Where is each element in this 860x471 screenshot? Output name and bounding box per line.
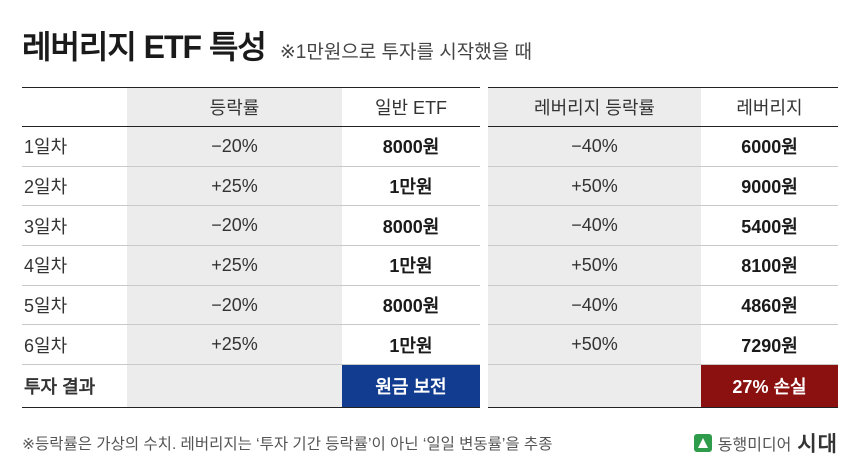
- table-row: 6일차 +25% 1만원: [22, 324, 480, 366]
- rate-cell: +50%: [488, 166, 701, 207]
- header-leverage-rate: 레버리지 등락률: [488, 87, 701, 127]
- day-label: 6일차: [22, 324, 127, 366]
- page-title: 레버리지 ETF 특성: [22, 29, 267, 65]
- rate-cell: −40%: [488, 126, 701, 167]
- table-row: −40% 4860원: [488, 285, 838, 326]
- header-day: [22, 87, 127, 127]
- value-cell: 7290원: [701, 324, 838, 366]
- brand-mark: 시대: [797, 433, 838, 456]
- regular-etf-table: 등락률 일반 ETF 1일차 −20% 8000원 2일차 +25% 1만원 3…: [22, 87, 480, 409]
- value-cell: 1만원: [342, 245, 480, 286]
- value-cell: 1만원: [342, 324, 480, 366]
- rate-cell: −20%: [127, 126, 342, 167]
- rate-cell: +25%: [127, 245, 342, 286]
- result-row: 투자 결과 원금 보전: [22, 364, 480, 409]
- table-row: 5일차 −20% 8000원: [22, 285, 480, 326]
- brand-logo: 동행미디어 시대: [693, 428, 838, 458]
- rate-cell: −40%: [488, 205, 701, 247]
- rate-cell: +50%: [488, 245, 701, 286]
- table-row: 4일차 +25% 1만원: [22, 245, 480, 286]
- rate-cell: −20%: [127, 285, 342, 326]
- day-label: 3일차: [22, 205, 127, 247]
- value-cell: 8100원: [701, 245, 838, 286]
- rate-cell: −20%: [127, 205, 342, 247]
- result-rate-empty: [127, 364, 342, 409]
- table-row: 1일차 −20% 8000원: [22, 126, 480, 167]
- table-header-row: 등락률 일반 ETF: [22, 87, 480, 127]
- value-cell: 8000원: [342, 205, 480, 247]
- value-cell: 6000원: [701, 126, 838, 167]
- day-label: 2일차: [22, 166, 127, 207]
- rate-cell: −40%: [488, 285, 701, 326]
- footnote: ※등락률은 가상의 수치. 레버리지는 ‘투자 기간 등락률’이 아닌 ‘일일 …: [22, 436, 553, 453]
- table-row: −40% 6000원: [488, 126, 838, 167]
- header-leverage: 레버리지: [701, 87, 838, 127]
- dongheng-logo-icon: [693, 434, 712, 452]
- page-subtitle: ※1만원으로 투자를 시작했을 때: [279, 42, 532, 63]
- day-label: 1일차: [22, 126, 127, 167]
- header-regular-etf: 일반 ETF: [342, 87, 480, 127]
- value-cell: 8000원: [342, 126, 480, 167]
- table-row: 2일차 +25% 1만원: [22, 166, 480, 207]
- result-rate-empty: [488, 364, 701, 409]
- value-cell: 1만원: [342, 166, 480, 207]
- table-row: −40% 5400원: [488, 205, 838, 247]
- value-cell: 8000원: [342, 285, 480, 326]
- result-row: 27% 손실: [488, 364, 838, 409]
- day-label: 5일차: [22, 285, 127, 326]
- value-cell: 9000원: [701, 166, 838, 207]
- table-row: +50% 9000원: [488, 166, 838, 207]
- value-cell: 5400원: [701, 205, 838, 247]
- table-row: +50% 8100원: [488, 245, 838, 286]
- brand-name: 동행미디어: [717, 437, 792, 454]
- table-row: 3일차 −20% 8000원: [22, 205, 480, 247]
- day-label: 4일차: [22, 245, 127, 286]
- leverage-etf-table: 레버리지 등락률 레버리지 −40% 6000원 +50% 9000원 −40%…: [488, 87, 838, 409]
- table-row: +50% 7290원: [488, 324, 838, 366]
- value-cell: 4860원: [701, 285, 838, 326]
- result-badge-principal-preserved: 원금 보전: [342, 364, 480, 409]
- result-label: 투자 결과: [22, 364, 127, 409]
- table-header-row: 레버리지 등락률 레버리지: [488, 87, 838, 127]
- header-rate: 등락률: [127, 87, 342, 127]
- rate-cell: +25%: [127, 166, 342, 207]
- rate-cell: +50%: [488, 324, 701, 366]
- header: 레버리지 ETF 특성 ※1만원으로 투자를 시작했을 때: [22, 22, 532, 68]
- result-badge-loss: 27% 손실: [701, 364, 838, 409]
- rate-cell: +25%: [127, 324, 342, 366]
